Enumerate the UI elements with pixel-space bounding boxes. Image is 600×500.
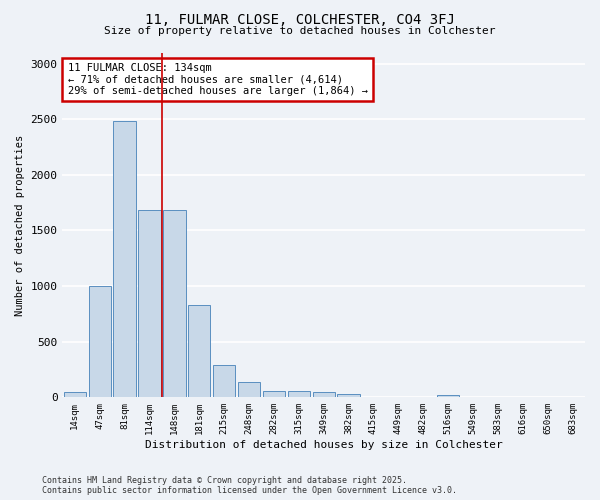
Text: Contains HM Land Registry data © Crown copyright and database right 2025.
Contai: Contains HM Land Registry data © Crown c… <box>42 476 457 495</box>
Bar <box>139 210 161 398</box>
Text: 11 FULMAR CLOSE: 134sqm
← 71% of detached houses are smaller (4,614)
29% of semi: 11 FULMAR CLOSE: 134sqm ← 71% of detache… <box>68 63 368 96</box>
Bar <box>188 305 211 398</box>
Y-axis label: Number of detached properties: Number of detached properties <box>15 134 25 316</box>
Bar <box>287 391 310 398</box>
Bar <box>113 122 136 398</box>
Bar <box>362 397 385 398</box>
Text: 11, FULMAR CLOSE, COLCHESTER, CO4 3FJ: 11, FULMAR CLOSE, COLCHESTER, CO4 3FJ <box>145 12 455 26</box>
Bar <box>313 392 335 398</box>
Bar <box>163 210 185 398</box>
Bar <box>89 286 111 398</box>
Bar <box>263 390 285 398</box>
Bar <box>437 395 460 398</box>
Bar <box>337 394 360 398</box>
X-axis label: Distribution of detached houses by size in Colchester: Distribution of detached houses by size … <box>145 440 503 450</box>
Bar <box>536 397 559 398</box>
Bar <box>64 392 86 398</box>
Bar <box>238 382 260 398</box>
Text: Size of property relative to detached houses in Colchester: Size of property relative to detached ho… <box>104 26 496 36</box>
Bar <box>213 364 235 398</box>
